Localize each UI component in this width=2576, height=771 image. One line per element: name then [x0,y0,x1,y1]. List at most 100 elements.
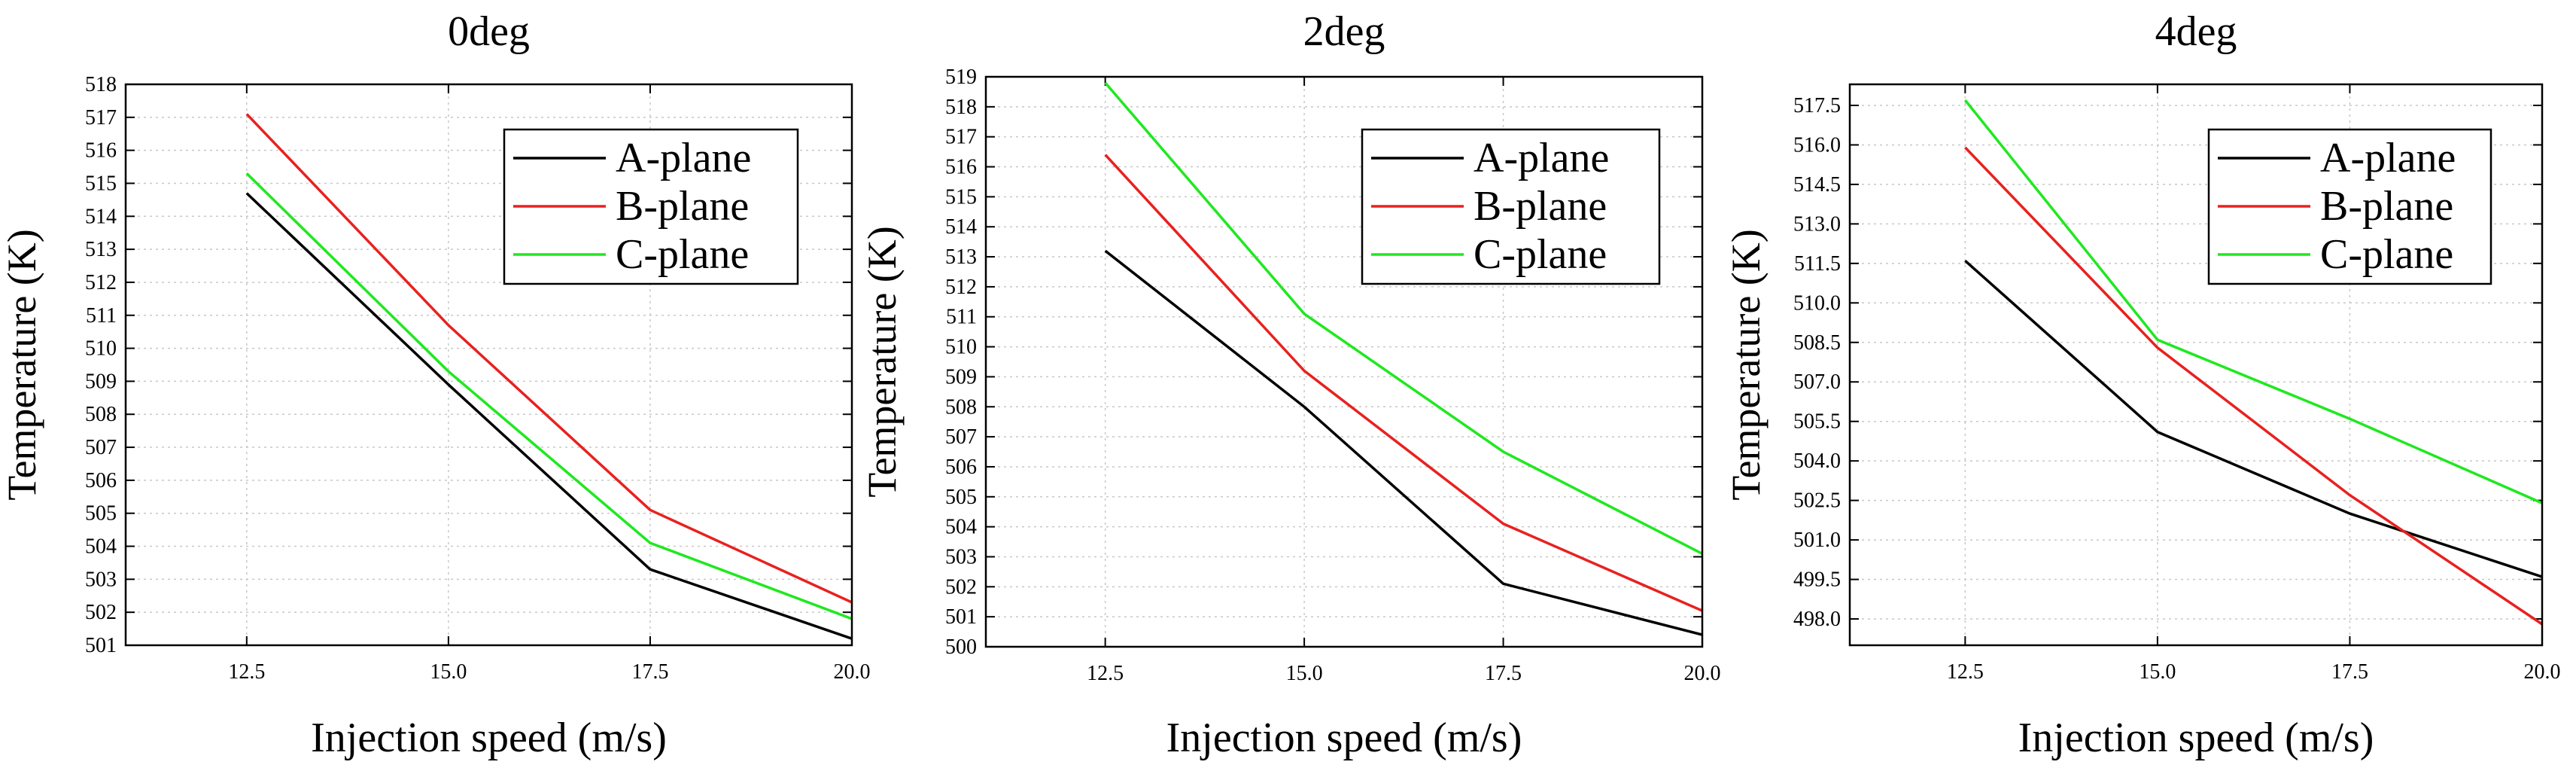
chart-title: 4deg [2155,8,2237,55]
y-tick-label: 509 [945,365,977,389]
plot-frame [984,75,1704,648]
x-axis-label: Injection speed (m/s) [1166,715,1522,761]
x-tick-label: 17.5 [1485,662,1522,685]
y-tick-label: 501.0 [1793,529,1841,552]
x-tick-label: 20.0 [2524,660,2561,684]
y-tick-label: 510 [945,336,977,359]
x-tick-label: 20.0 [1684,662,1721,685]
y-tick-label: 501 [945,605,977,629]
y-tick-label: 508 [85,403,117,426]
y-tick-label: 512 [945,276,977,299]
y-tick-label: 508 [945,395,977,419]
y-tick-label: 503 [945,545,977,568]
y-tick-label: 515 [945,185,977,209]
y-tick-label: 516 [945,156,977,179]
x-tick-label: 12.5 [1087,662,1124,685]
legend-label: B-plane [2320,183,2453,230]
y-tick-label: 504.0 [1793,449,1841,473]
y-tick-label: 500 [945,635,977,659]
series-line-B-plane [245,113,852,604]
plot-frame [124,83,853,647]
x-tick-label: 15.0 [2139,660,2176,684]
y-tick-label: 517.5 [1793,94,1841,117]
plot-frame [1848,83,2544,647]
series-line-B-plane [1964,146,2542,626]
y-tick-label: 516 [85,139,117,163]
y-tick-label: 509 [85,370,117,393]
series-line-C-plane [245,172,852,620]
legend-label: B-plane [616,183,749,230]
chart-panel-2deg: 500 501 502 503 504 505 506 507 508 509 510 511 512 5… [859,8,1721,761]
y-tick-label: 506 [85,469,117,492]
y-tick-label: 514.5 [1793,173,1841,197]
x-axis-label: Injection speed (m/s) [311,715,667,761]
y-tick-label: 511.5 [1794,252,1841,276]
y-tick-label: 512 [85,271,117,294]
y-axis-label: Temperature (K) [1723,229,1769,501]
y-tick-label: 499.5 [1793,568,1841,592]
y-tick-label: 507.0 [1793,370,1841,394]
series-line-C-plane [1104,81,1702,556]
y-tick-label: 505 [85,502,117,526]
legend-label: A-plane [1474,135,1609,181]
y-tick-label: 507 [85,436,117,459]
y-tick-label: 519 [945,66,977,89]
legend-label: A-plane [2320,135,2456,181]
series-line-A-plane [1964,259,2542,578]
y-tick-label: 517 [85,106,117,130]
series-line-A-plane [1104,249,1702,636]
y-tick-label: 511 [86,304,117,328]
chart-panel-4deg: 498.0 499.5 501.0 502.5 504.0 505.5 507.0 508.5… [1723,8,2561,761]
y-tick-label: 518 [945,96,977,119]
chart-panel-0deg: 501 502 503 504 505 506 507 508 509 510 511 512 513 5… [0,8,871,761]
legend-label: C-plane [2320,231,2453,278]
y-tick-label: 510.0 [1793,291,1841,315]
x-tick-label: 15.0 [1286,662,1323,685]
y-tick-label: 518 [85,73,117,96]
y-tick-label: 502 [85,601,117,624]
y-tick-label: 504 [945,516,977,539]
legend-label: C-plane [1474,231,1607,278]
y-tick-label: 502 [945,575,977,599]
y-tick-label: 514 [85,205,117,228]
series-line-A-plane [245,192,852,640]
x-tick-label: 17.5 [631,660,668,684]
y-tick-label: 503 [85,568,117,591]
y-tick-label: 513 [85,238,117,261]
y-tick-label: 513 [945,245,977,269]
y-tick-label: 510 [85,337,117,361]
y-tick-label: 502.5 [1793,489,1841,513]
legend-label: A-plane [616,135,751,181]
series-line-B-plane [1104,154,1702,612]
y-axis-label: Temperature (K) [0,229,44,501]
y-tick-label: 517 [945,126,977,149]
x-axis-label: Injection speed (m/s) [2018,715,2374,761]
y-tick-label: 501 [85,634,117,657]
legend-label: B-plane [1474,183,1607,230]
y-tick-label: 505.5 [1793,410,1841,434]
x-tick-label: 12.5 [1947,660,1984,684]
y-tick-label: 507 [945,425,977,449]
y-tick-label: 505 [945,486,977,509]
chart-title: 0deg [448,8,530,55]
y-tick-label: 514 [945,215,977,239]
y-tick-label: 511 [946,306,977,329]
x-tick-label: 12.5 [228,660,265,684]
y-tick-label: 515 [85,172,117,195]
legend-label: C-plane [616,231,749,278]
y-tick-label: 498.0 [1793,608,1841,631]
y-tick-label: 513.0 [1793,212,1841,236]
x-tick-label: 15.0 [430,660,467,684]
y-tick-label: 506 [945,456,977,479]
y-tick-label: 508.5 [1793,331,1841,355]
x-tick-label: 20.0 [834,660,871,684]
y-tick-label: 504 [85,535,117,559]
series-line-C-plane [1963,99,2542,504]
y-tick-label: 516.0 [1793,133,1841,157]
chart-title: 2deg [1303,8,1385,55]
y-axis-label: Temperature (K) [859,226,905,498]
